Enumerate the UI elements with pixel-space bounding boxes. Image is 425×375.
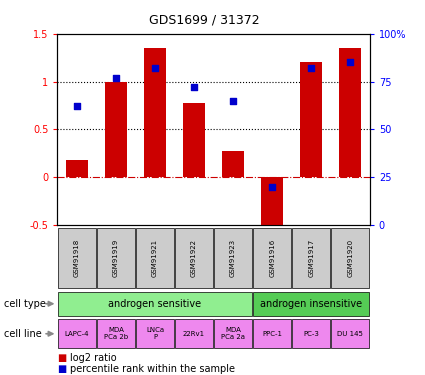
Bar [214, 228, 252, 288]
Text: GSM91919: GSM91919 [113, 239, 119, 277]
Bar [97, 228, 135, 288]
Text: log2 ratio: log2 ratio [70, 353, 117, 363]
Text: androgen insensitive: androgen insensitive [260, 299, 362, 309]
Text: GSM91922: GSM91922 [191, 239, 197, 277]
Text: GSM91923: GSM91923 [230, 239, 236, 277]
Point [308, 65, 314, 71]
Bar [97, 320, 135, 348]
Text: LNCa
P: LNCa P [146, 327, 164, 340]
Text: percentile rank within the sample: percentile rank within the sample [70, 364, 235, 374]
Text: ■: ■ [57, 353, 67, 363]
Bar [253, 228, 291, 288]
Text: GSM91921: GSM91921 [152, 239, 158, 277]
Text: GDS1699 / 31372: GDS1699 / 31372 [149, 13, 259, 26]
Bar [292, 228, 330, 288]
Text: 22Rv1: 22Rv1 [183, 331, 205, 337]
Point [230, 98, 236, 104]
Bar [136, 228, 174, 288]
Bar [58, 292, 252, 316]
Text: MDA
PCa 2a: MDA PCa 2a [221, 327, 245, 340]
Point [113, 75, 119, 81]
Bar [175, 320, 213, 348]
Bar [340, 48, 361, 177]
Text: GSM91920: GSM91920 [347, 239, 353, 277]
Bar [175, 228, 213, 288]
Text: ■: ■ [57, 364, 67, 374]
Point [347, 60, 354, 66]
Point [191, 84, 198, 90]
Text: cell type: cell type [4, 299, 46, 309]
Text: DU 145: DU 145 [337, 331, 363, 337]
Text: androgen sensitive: androgen sensitive [108, 299, 201, 309]
Point [269, 184, 275, 190]
Bar [253, 320, 291, 348]
Bar [58, 320, 96, 348]
Text: LAPC-4: LAPC-4 [65, 331, 89, 337]
Text: GSM91916: GSM91916 [269, 239, 275, 277]
Text: MDA
PCa 2b: MDA PCa 2b [104, 327, 128, 340]
Bar [300, 63, 322, 177]
Text: PC-3: PC-3 [303, 331, 319, 337]
Bar [183, 103, 205, 177]
Bar [58, 228, 96, 288]
Text: cell line: cell line [4, 329, 42, 339]
Point [74, 104, 80, 110]
Text: GSM91917: GSM91917 [308, 239, 314, 277]
Bar [222, 152, 244, 177]
Bar [292, 320, 330, 348]
Bar [105, 82, 127, 177]
Bar [66, 160, 88, 177]
Bar [136, 320, 174, 348]
Bar [261, 177, 283, 232]
Text: PPC-1: PPC-1 [262, 331, 282, 337]
Point [152, 65, 159, 71]
Bar [144, 48, 166, 177]
Text: GSM91918: GSM91918 [74, 239, 80, 277]
Bar [214, 320, 252, 348]
Bar [332, 320, 369, 348]
Bar [253, 292, 369, 316]
Bar [332, 228, 369, 288]
